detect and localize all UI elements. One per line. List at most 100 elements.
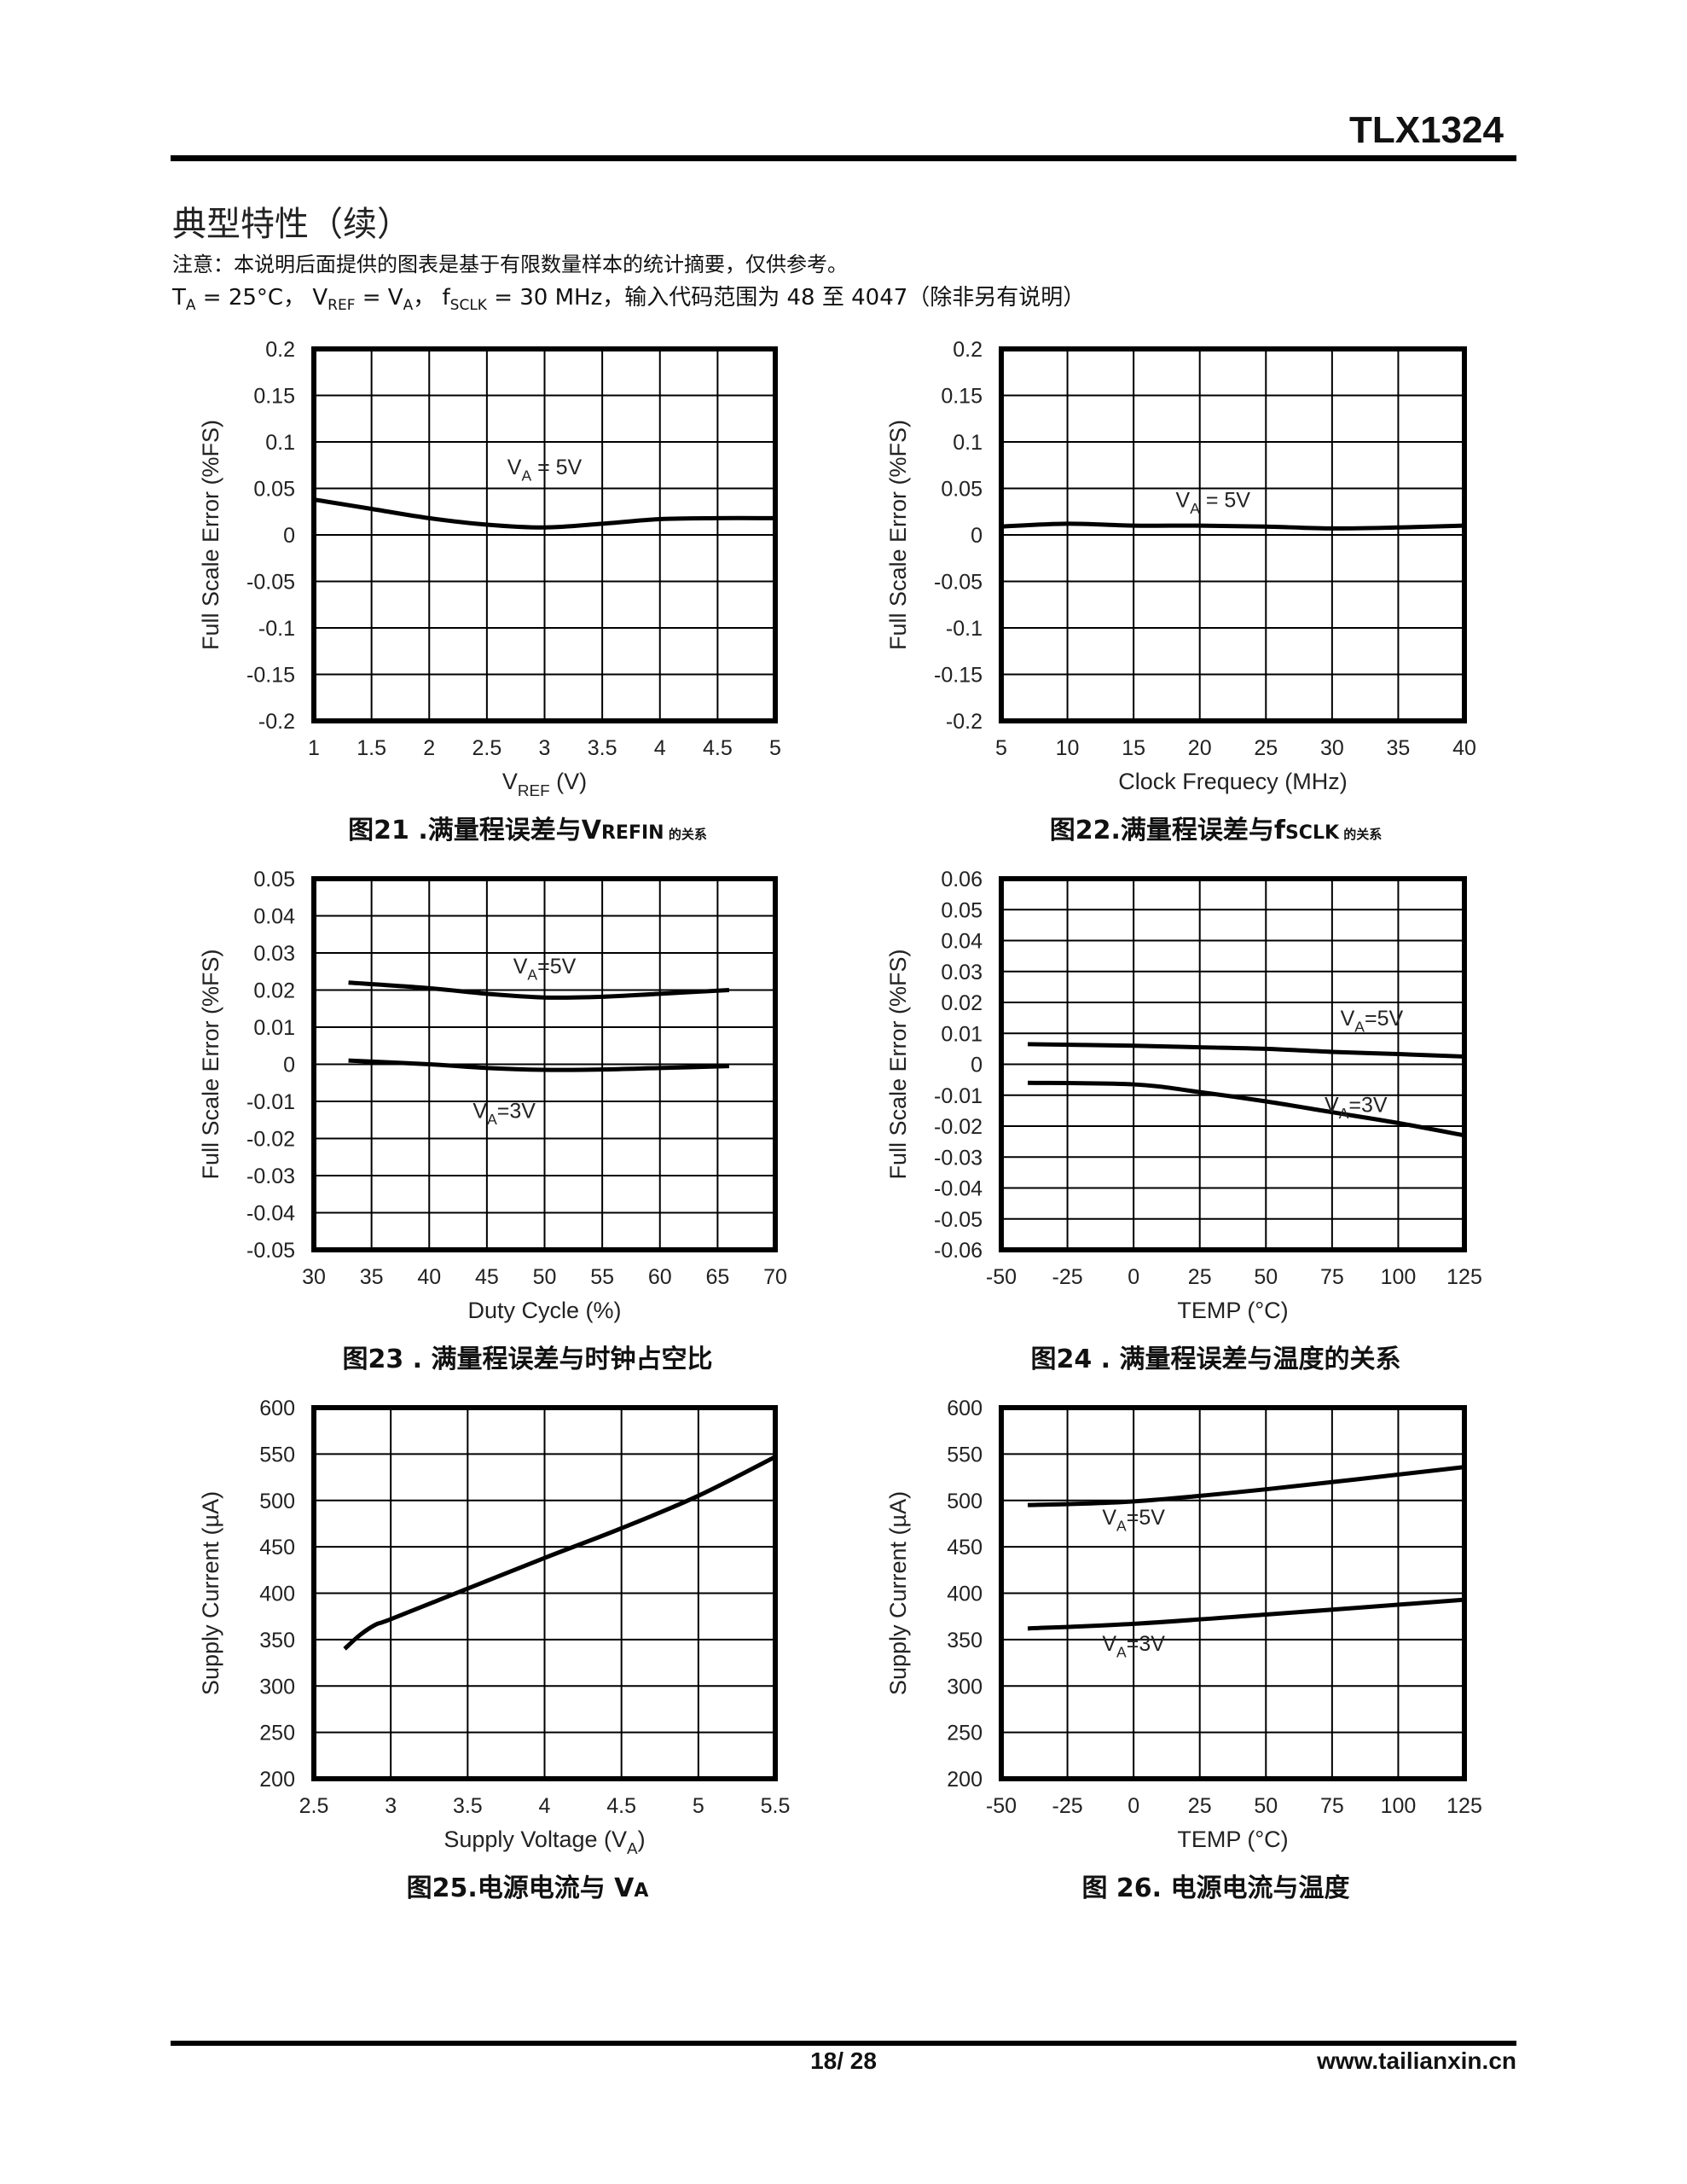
x-tick-label: 5 <box>995 736 1007 760</box>
x-tick-label: 35 <box>1387 736 1411 760</box>
x-tick-label: 100 <box>1381 1265 1417 1289</box>
x-tick-label: 2.5 <box>472 736 501 760</box>
header-rule <box>171 155 1516 161</box>
subscript: A <box>527 966 537 983</box>
y-tick-label: -0.04 <box>934 1177 983 1201</box>
y-tick-label: 0.05 <box>253 478 295 502</box>
text-segment: (V) <box>550 769 588 794</box>
x-tick-label: 30 <box>302 1265 326 1289</box>
y-tick-label: 0.02 <box>253 979 295 1003</box>
text-segment: V <box>1176 488 1191 512</box>
series-line <box>313 497 776 530</box>
y-tick-label: 0 <box>283 524 295 548</box>
text-segment: =3V <box>497 1100 536 1124</box>
series-line <box>348 980 730 1000</box>
y-tick-label: 600 <box>947 1397 983 1420</box>
y-tick-label: -0.05 <box>934 571 983 595</box>
y-tick-label: 0.1 <box>953 431 983 455</box>
y-tick-label: -0.03 <box>934 1146 983 1170</box>
x-tick-label: 0 <box>1128 1265 1139 1289</box>
text-segment: ) <box>638 1827 646 1852</box>
y-tick-label: 0.06 <box>941 868 983 892</box>
condition-text: A <box>403 297 414 315</box>
y-tick-label: -0.1 <box>946 617 983 641</box>
plot-frame <box>999 1405 1467 1781</box>
condition-text: = 30 MHz，输入代码范围为 48 至 4047（除非另有说明） <box>486 285 1086 311</box>
y-tick-label: 550 <box>947 1443 983 1467</box>
y-axis-label: Supply Current (µA) <box>885 1491 911 1695</box>
x-tick-label: 25 <box>1254 736 1278 760</box>
text-segment: V <box>1325 1094 1339 1118</box>
x-tick-label: 125 <box>1446 1794 1482 1818</box>
x-tick-label: 125 <box>1446 1265 1482 1289</box>
x-tick-label: 65 <box>705 1265 729 1289</box>
text-segment: V <box>1341 1007 1355 1031</box>
y-tick-label: -0.15 <box>246 664 295 688</box>
x-axis-label: VREF (V) <box>502 769 587 800</box>
y-tick-label: -0.2 <box>258 710 295 734</box>
text-segment: V <box>507 456 522 479</box>
subscript: REF <box>518 782 550 800</box>
y-tick-label: 0.15 <box>253 385 295 409</box>
x-tick-label: 35 <box>360 1265 384 1289</box>
series-label: VA=3V <box>472 1100 536 1129</box>
y-axis-label: Full Scale Error (%FS) <box>885 420 911 650</box>
subscript: A <box>1116 1518 1127 1535</box>
plot-frame <box>999 346 1467 723</box>
x-tick-label: -25 <box>1052 1265 1083 1289</box>
series-line <box>1000 521 1465 531</box>
chart-24: -50 -25 0 25 50 75 100 125 -0.06 -0.05 -0.04 -0.03 -… <box>885 868 1482 1323</box>
figure-caption: 图24 . 满量程误差与温度的关系 <box>1030 1338 1400 1375</box>
x-tick-label: 4.5 <box>606 1794 636 1818</box>
y-axis-label: Full Scale Error (%FS) <box>885 949 911 1179</box>
y-tick-label: 0.04 <box>941 930 983 954</box>
x-axis-label: Clock Frequecy (MHz) <box>1118 769 1348 794</box>
x-tick-label: 1 <box>308 736 320 760</box>
condition-text: = V <box>355 285 403 311</box>
x-tick-label: 4 <box>539 1794 551 1818</box>
x-tick-label: 25 <box>1188 1794 1212 1818</box>
y-tick-label: 0.03 <box>253 942 295 966</box>
text-segment: Supply Voltage (V <box>443 1827 627 1852</box>
series-label: VA = 5V <box>507 456 583 485</box>
figure-caption: 图25.电源电流与 VA <box>407 1867 649 1904</box>
y-tick-label: 400 <box>259 1583 295 1606</box>
y-tick-label: 0.1 <box>265 431 295 455</box>
y-tick-label: 0.05 <box>253 868 295 892</box>
x-tick-label: 2 <box>423 736 435 760</box>
y-tick-label: 200 <box>259 1768 295 1792</box>
x-tick-label: 5.5 <box>761 1794 791 1818</box>
series-label: VA=3V <box>1102 1632 1165 1661</box>
series-line <box>1027 1080 1465 1138</box>
page-number: 18/ 28 <box>810 2048 877 2074</box>
y-tick-label: 350 <box>947 1629 983 1653</box>
subscript: A <box>1190 500 1200 517</box>
x-tick-label: 100 <box>1381 1794 1417 1818</box>
x-axis-label: TEMP (°C) <box>1177 1298 1288 1323</box>
plot-frame <box>311 876 778 1252</box>
y-tick-label: -0.2 <box>946 710 983 734</box>
x-tick-label: 3 <box>385 1794 397 1818</box>
y-tick-label: -0.1 <box>258 617 295 641</box>
y-tick-label: 500 <box>259 1490 295 1513</box>
x-tick-label: 70 <box>763 1265 787 1289</box>
y-tick-label: -0.05 <box>934 1208 983 1232</box>
text-segment: =5V <box>537 955 577 979</box>
figure-caption: 图 26. 电源电流与温度 <box>1081 1867 1349 1904</box>
y-tick-label: 300 <box>259 1675 295 1699</box>
x-tick-label: 40 <box>417 1265 441 1289</box>
series-label: VA = 5V <box>1176 488 1251 517</box>
y-tick-label: 250 <box>259 1722 295 1745</box>
chart-26: -50 -25 0 25 50 75 100 125 200 250 300 350 400 450 500… <box>885 1397 1482 1852</box>
y-tick-label: -0.06 <box>934 1239 983 1263</box>
y-tick-label: -0.15 <box>934 664 983 688</box>
x-tick-label: -50 <box>986 1265 1017 1289</box>
series-label: VA=3V <box>1325 1094 1388 1123</box>
chart-23: 30 35 40 45 50 55 60 65 70 -0.05 -0.04 -0.03 -0.02 -0… <box>198 868 787 1323</box>
subscript: A <box>487 1111 497 1128</box>
text-segment: V <box>472 1100 487 1124</box>
x-tick-label: 75 <box>1320 1794 1344 1818</box>
x-tick-label: 50 <box>1254 1265 1278 1289</box>
y-tick-label: 0.01 <box>253 1016 295 1040</box>
